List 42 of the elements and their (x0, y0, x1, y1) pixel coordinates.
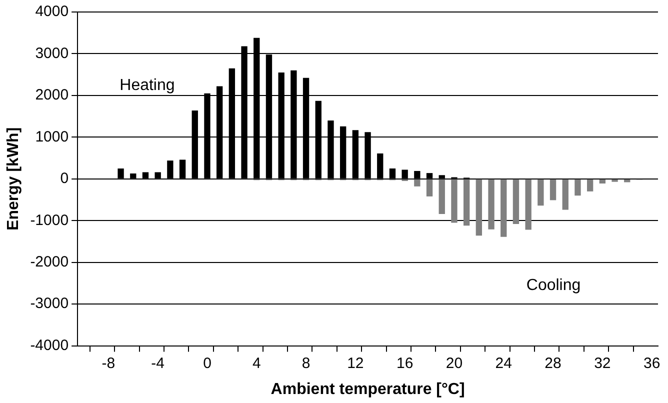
bar (476, 179, 482, 236)
x-tick-label: 36 (643, 354, 660, 372)
bar (438, 179, 445, 214)
bar (488, 179, 494, 230)
bar (538, 179, 544, 206)
x-tick-label: 12 (347, 354, 364, 372)
x-tick-label: 8 (302, 354, 310, 372)
y-tick-label: 1000 (35, 128, 69, 146)
x-tick-label: 16 (396, 354, 414, 372)
y-tick-label: -4000 (30, 336, 69, 354)
bar (500, 179, 507, 237)
y-tick-label: 0 (60, 170, 69, 188)
x-axis-title: Ambient temperature [°C] (270, 380, 465, 398)
x-tick-label: 20 (446, 354, 463, 372)
x-tick-label: 32 (594, 354, 611, 372)
x-tick-label: -8 (102, 354, 116, 372)
bar (550, 179, 556, 200)
bar (426, 179, 433, 196)
series-label: Heating (120, 76, 175, 94)
x-tick-label: 24 (495, 354, 512, 372)
x-tick-label: 0 (203, 354, 212, 372)
bar (451, 179, 458, 223)
y-tick-label: 4000 (35, 3, 69, 20)
y-axis-title: Energy [kWh] (5, 127, 22, 230)
x-tick-label: 28 (544, 354, 562, 372)
bar (574, 179, 581, 196)
text: Cooling (526, 277, 581, 294)
y-tick-label: 3000 (35, 44, 69, 62)
bar (525, 179, 532, 230)
y-tick-label: 2000 (35, 86, 69, 104)
y-tick-label: -2000 (30, 253, 69, 270)
x-tick-label: -4 (151, 354, 165, 372)
bar (562, 179, 568, 210)
bar (599, 179, 606, 184)
bar (414, 179, 420, 186)
bar (512, 179, 520, 224)
bar (463, 179, 470, 226)
y-tick-label: -1000 (30, 212, 69, 229)
bar (612, 179, 618, 182)
y-tick-label: -3000 (30, 295, 69, 312)
x-tick-label: 4 (252, 354, 261, 372)
bar (586, 179, 594, 192)
